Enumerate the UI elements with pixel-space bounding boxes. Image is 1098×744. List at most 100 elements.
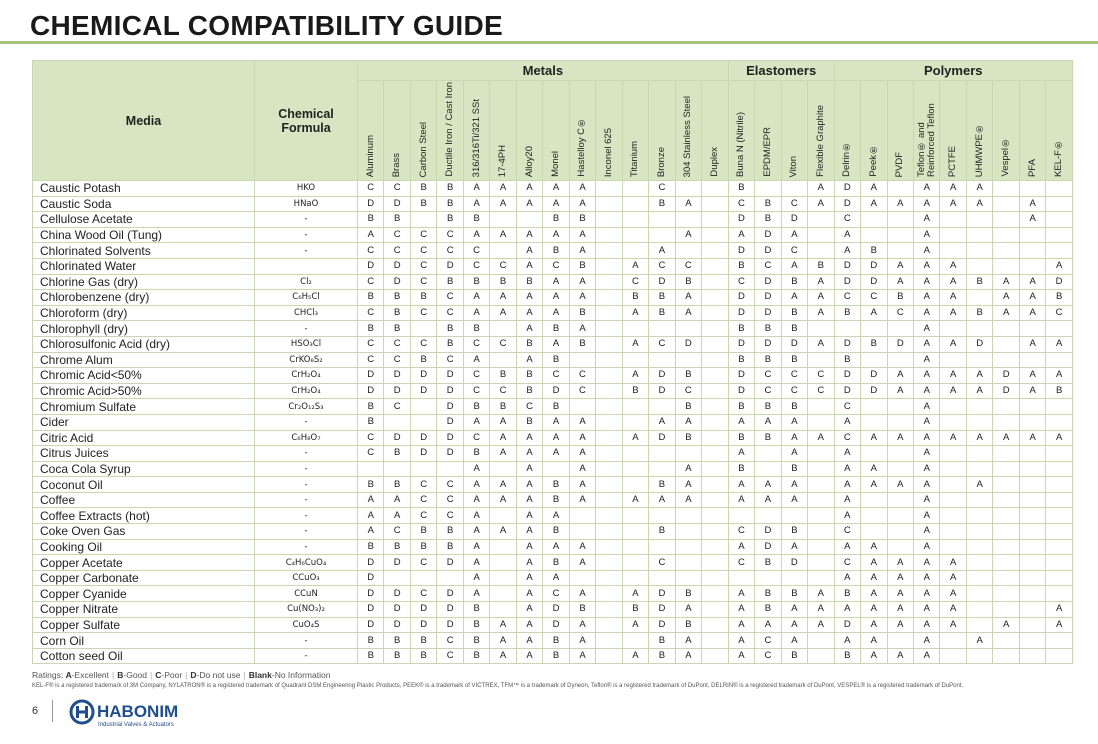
rating: A — [965, 632, 994, 649]
material-name: PFA — [1026, 159, 1038, 177]
rating: A — [621, 367, 650, 384]
rating — [992, 180, 1020, 197]
rating: A — [515, 351, 544, 369]
rating: A — [568, 538, 597, 556]
rating — [648, 445, 676, 462]
rating — [701, 601, 729, 618]
rating — [409, 320, 438, 337]
rating: A — [515, 616, 544, 634]
rating: A — [674, 226, 703, 244]
rating: A — [568, 445, 597, 462]
rating: A — [992, 616, 1020, 634]
rating — [965, 507, 994, 525]
rating — [886, 507, 915, 525]
rating: A — [542, 429, 570, 447]
logo-text: HABONIM — [97, 702, 178, 721]
rating: A — [674, 304, 703, 322]
rating: A — [568, 273, 597, 291]
rating — [648, 460, 676, 478]
rating: A — [515, 601, 544, 618]
rating: B — [727, 429, 756, 447]
rating: C — [727, 554, 756, 571]
rating — [1018, 554, 1047, 571]
rating — [701, 351, 729, 369]
rating — [648, 507, 676, 525]
group-header: Polymers — [833, 60, 1073, 81]
rating: B — [383, 445, 411, 462]
formula: - — [254, 647, 358, 665]
logo: HABONIM Industrial Valves & Actuators — [69, 699, 178, 728]
rating — [992, 460, 1020, 478]
rating: A — [833, 569, 862, 587]
rating — [409, 460, 438, 478]
rating — [992, 413, 1020, 431]
rating — [621, 523, 650, 540]
rating: A — [939, 273, 967, 291]
rating: C — [356, 273, 385, 291]
rating: C — [833, 211, 862, 228]
rating: A — [462, 180, 491, 197]
rating: A — [621, 616, 650, 634]
trademarks: KEL-F® is a registered trademark of 3M C… — [32, 683, 964, 689]
rating: D — [383, 382, 411, 400]
rating: A — [568, 413, 597, 431]
media-name: Chloroform (dry) — [32, 304, 255, 322]
rating — [992, 507, 1020, 525]
rating: B — [409, 632, 438, 649]
rating — [701, 647, 729, 665]
rating: A — [1045, 601, 1073, 618]
rating: B — [436, 180, 464, 197]
rating: B — [356, 476, 385, 493]
rating: B — [648, 304, 676, 322]
rating — [965, 585, 994, 603]
rating: C — [356, 242, 385, 259]
rating: B — [780, 304, 809, 322]
media-name: Cotton seed Oil — [32, 647, 255, 665]
rating — [1018, 523, 1047, 540]
rating: A — [860, 647, 888, 665]
rating — [489, 242, 517, 259]
rating — [595, 382, 623, 400]
formula: C₆H₅Cl — [254, 289, 358, 306]
rating — [595, 445, 623, 462]
formula — [254, 257, 358, 275]
rating — [1045, 491, 1073, 509]
rating: A — [489, 647, 517, 665]
media-name: Cider — [32, 413, 255, 431]
rating: A — [780, 538, 809, 556]
rating: D — [383, 554, 411, 571]
rating — [489, 320, 517, 337]
rating: A — [860, 180, 888, 197]
rating — [648, 398, 676, 415]
rating: D — [648, 585, 676, 603]
rating — [489, 460, 517, 478]
material-name: Viton — [788, 155, 800, 177]
rating: A — [568, 180, 597, 197]
rating: A — [780, 289, 809, 306]
rating: A — [939, 429, 967, 447]
rating: A — [568, 460, 597, 478]
rating: C — [674, 382, 703, 400]
rating: B — [542, 242, 570, 259]
rating: B — [1045, 382, 1073, 400]
rating: A — [833, 632, 862, 649]
data-row: Chromic Acid<50% CrH₂O₄ D D D D C B B C C A D B D C C C D D… — [32, 367, 1073, 384]
media-name: Citric Acid — [32, 429, 255, 447]
rating: B — [568, 335, 597, 353]
rating: A — [780, 616, 809, 634]
rating: A — [807, 585, 835, 603]
data-row: Chlorobenzene (dry) C₆H₅Cl B B B C A A A A A B B A D D A… — [32, 289, 1073, 306]
data-row: Chloroform (dry) CHCl₃ C B C C A A A A B A B A D D B A B A C… — [32, 304, 1073, 322]
rating: D — [648, 382, 676, 400]
material-header: Brass — [383, 80, 411, 181]
rating: C — [462, 382, 491, 400]
rating: C — [542, 367, 570, 384]
media-header: Media — [32, 60, 255, 181]
rating — [754, 460, 782, 478]
rating: A — [727, 601, 756, 618]
rating: A — [462, 585, 491, 603]
rating: B — [780, 523, 809, 540]
rating: D — [754, 242, 782, 259]
rating: A — [807, 429, 835, 447]
rating: A — [674, 460, 703, 478]
